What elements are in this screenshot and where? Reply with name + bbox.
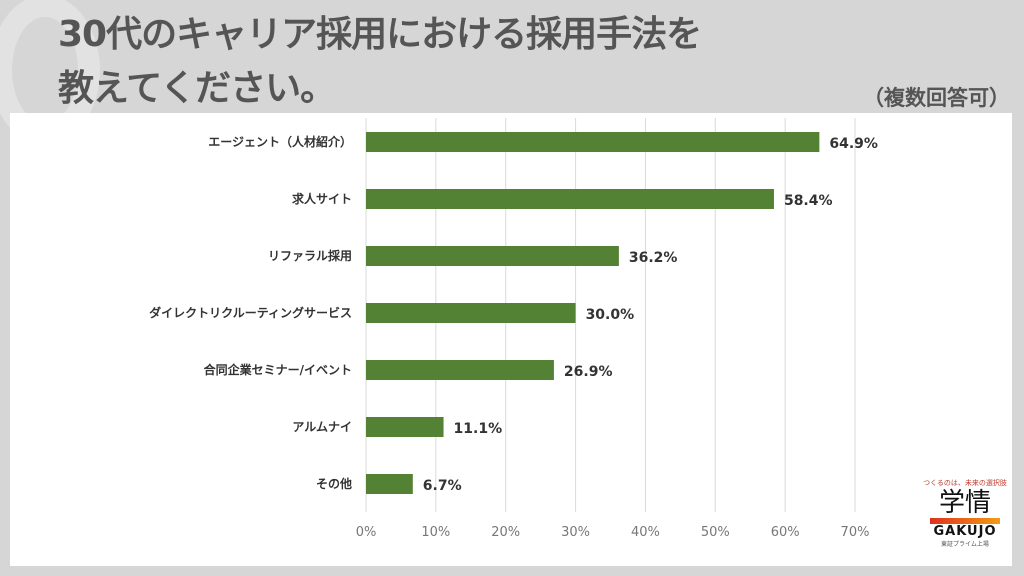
bar	[366, 417, 444, 437]
bar	[366, 132, 820, 152]
title-line-1: 30代のキャリア採用における採用手法を	[58, 14, 702, 55]
category-label: リファラル採用	[268, 248, 352, 263]
data-label: 64.9%	[829, 136, 878, 152]
page-title: 30代のキャリア採用における採用手法を 教えてください。	[58, 8, 702, 116]
x-tick-label: 10%	[421, 525, 450, 540]
category-label: エージェント（人材紹介）	[208, 134, 352, 149]
category-label: アルムナイ	[292, 420, 352, 434]
category-label: ダイレクトリクルーティングサービス	[149, 305, 352, 320]
logo-tagline: つくるのは、未来の選択肢	[923, 479, 1007, 487]
category-label: 求人サイト	[292, 191, 352, 206]
multiple-answers-note: （複数回答可）	[863, 86, 1010, 110]
data-label: 36.2%	[629, 250, 678, 266]
data-label: 26.9%	[564, 364, 613, 380]
bar	[366, 474, 413, 494]
data-label: 58.4%	[784, 193, 833, 209]
chart-panel	[10, 113, 1012, 566]
bar	[366, 360, 554, 380]
data-label: 30.0%	[586, 307, 635, 323]
logo-gradient-bar	[930, 518, 1000, 524]
category-label: 合同企業セミナー/イベント	[204, 362, 352, 377]
category-label: その他	[316, 476, 352, 491]
logo-sub: 東証プライム上場	[941, 541, 989, 548]
bar	[366, 189, 774, 209]
data-label: 11.1%	[454, 421, 503, 437]
x-tick-label: 50%	[701, 525, 730, 540]
x-tick-label: 30%	[561, 525, 590, 540]
bar	[366, 246, 619, 266]
logo-name-ja: 学情	[938, 488, 991, 518]
logo-name-en: GAKUJO	[933, 524, 997, 539]
x-tick-label: 70%	[841, 525, 870, 540]
gakujo-logo: つくるのは、未来の選択肢 学情 GAKUJO 東証プライム上場	[920, 478, 1010, 548]
x-tick-label: 60%	[771, 525, 800, 540]
x-tick-label: 20%	[491, 525, 520, 540]
bar	[366, 303, 576, 323]
x-tick-label: 40%	[631, 525, 660, 540]
title-line-2: 教えてください。	[58, 68, 336, 109]
x-tick-label: 0%	[356, 525, 377, 540]
data-label: 6.7%	[423, 478, 462, 494]
